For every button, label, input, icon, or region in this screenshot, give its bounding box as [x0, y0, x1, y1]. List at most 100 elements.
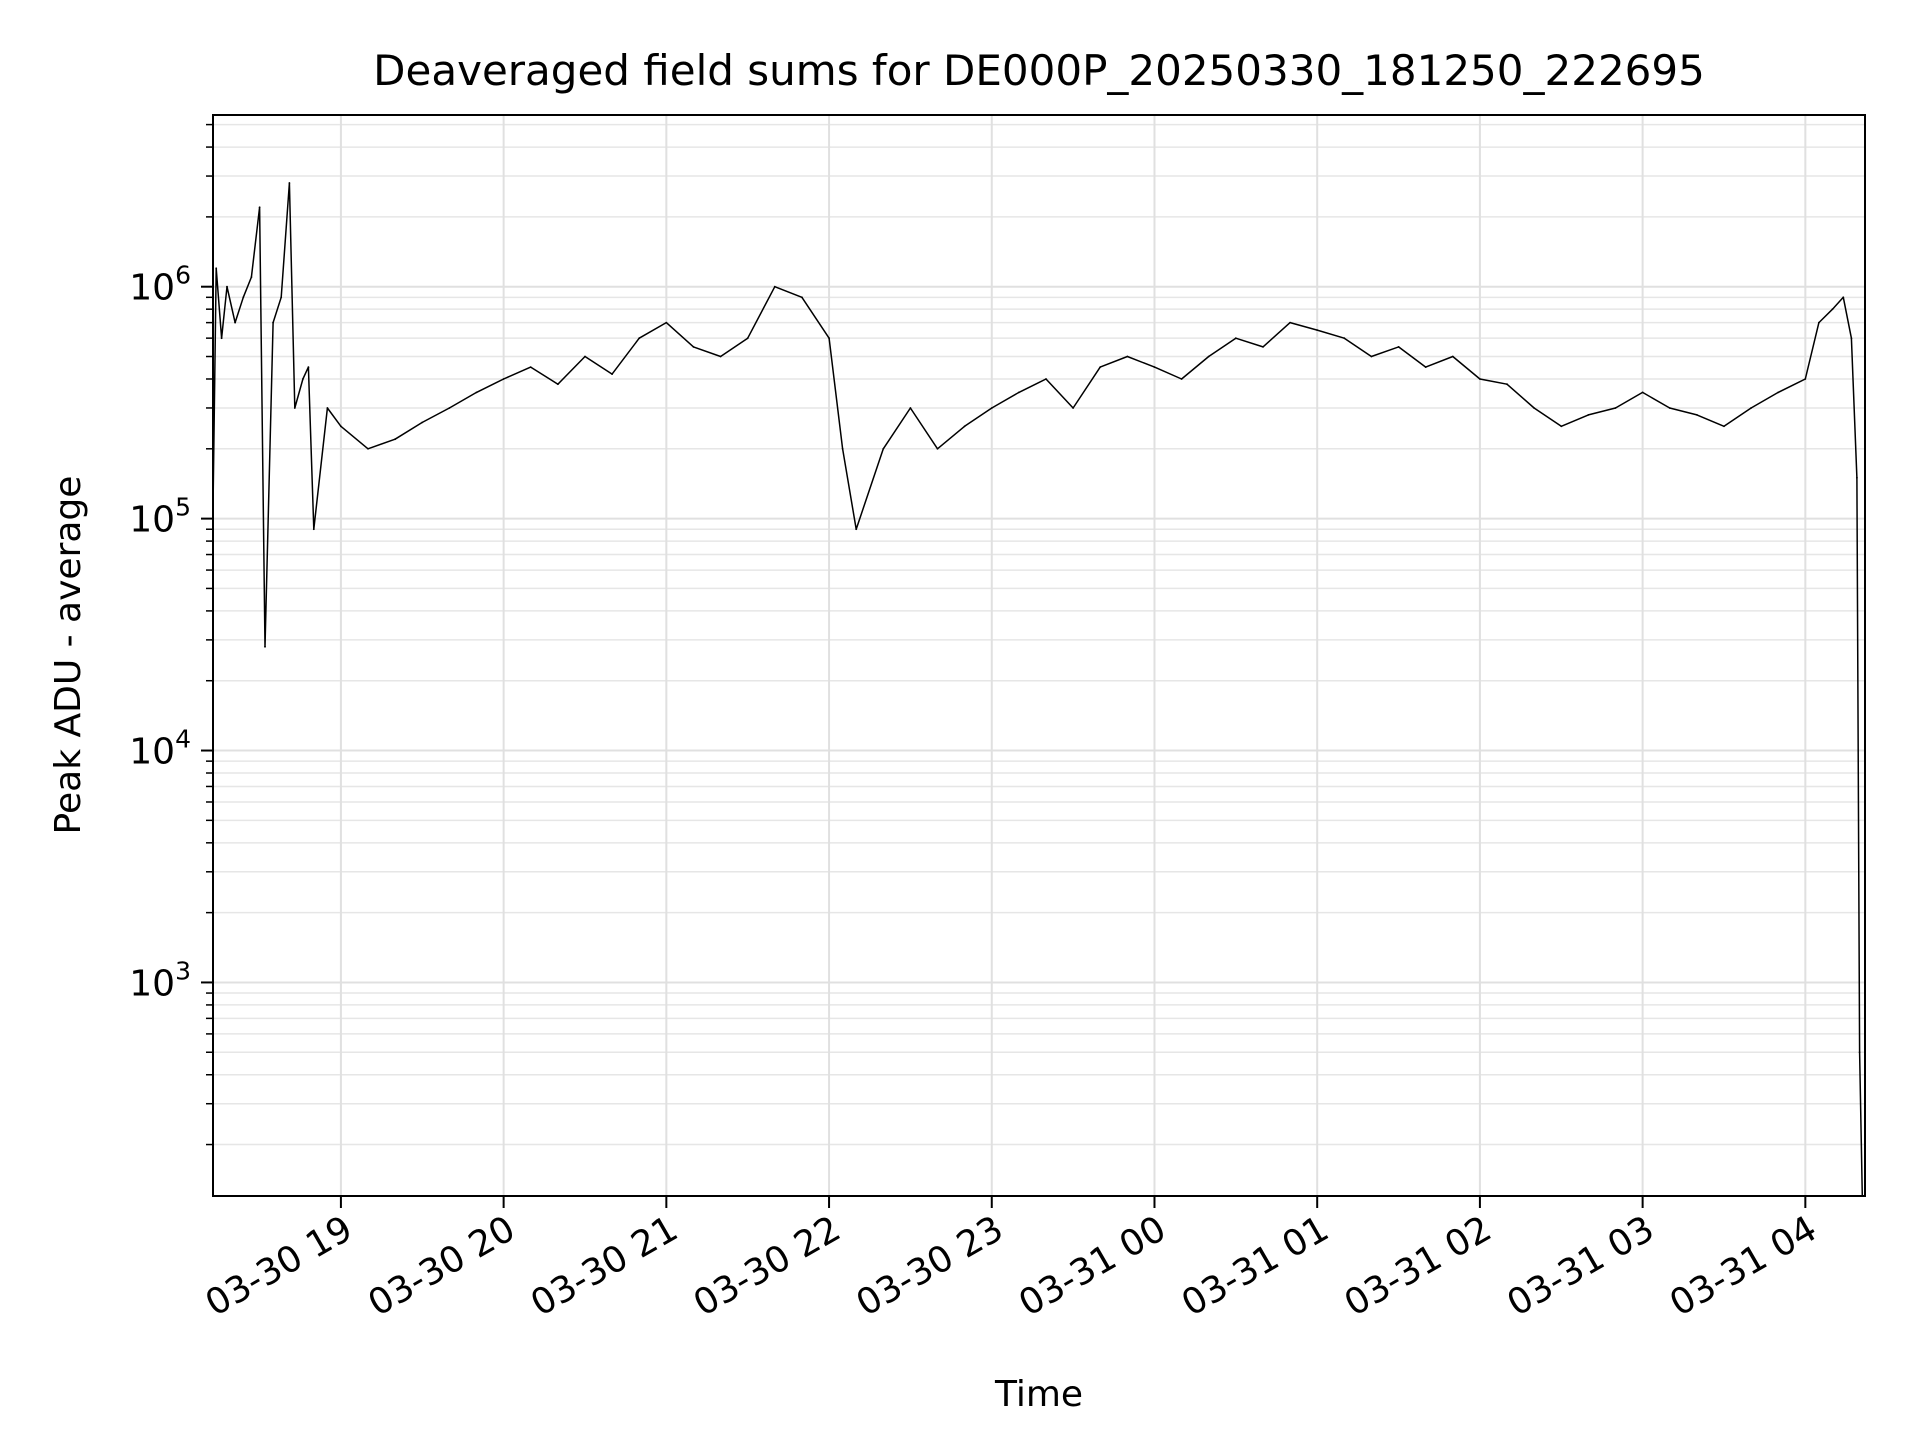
x-axis-label: Time: [994, 1374, 1083, 1415]
plot-area-frame: [212, 114, 1866, 1197]
data-point: [312, 528, 315, 531]
data-point: [1696, 414, 1698, 416]
data-point: [242, 296, 245, 299]
y-tick-label: 103: [129, 956, 191, 1004]
data-point: [1668, 407, 1671, 409]
data-point: [665, 321, 668, 324]
data-point: [1045, 378, 1047, 380]
y-tick-label-exponent: 6: [175, 261, 191, 290]
data-point: [367, 447, 369, 450]
data-point: [1289, 321, 1291, 324]
data-point: [801, 296, 803, 299]
y-tick-label-base: 10: [129, 268, 175, 309]
data-point: [1018, 391, 1020, 394]
data-point: [1397, 346, 1400, 348]
data-point: [828, 337, 830, 340]
data-point: [611, 373, 613, 375]
data-point: [1856, 476, 1858, 479]
data-point: [394, 438, 396, 441]
data-point: [841, 447, 844, 450]
data-point: [1451, 355, 1454, 358]
data-point: [1614, 407, 1617, 409]
data-point: [1777, 391, 1780, 394]
data-point: [584, 355, 586, 358]
data-point: [307, 366, 310, 368]
data-point: [502, 378, 505, 380]
data-point: [1126, 355, 1129, 358]
data-point: [1560, 425, 1563, 428]
data-point: [340, 425, 342, 428]
chart-title: Deaveraged field sums for DE000P_2025033…: [373, 46, 1705, 95]
data-point: [963, 425, 966, 428]
data-point: [1479, 378, 1481, 380]
data-point: [475, 391, 478, 394]
data-point: [250, 276, 253, 278]
data-point: [1850, 337, 1853, 340]
data-point: [1587, 414, 1590, 416]
data-point: [215, 267, 218, 270]
data-point: [719, 355, 722, 358]
data-point: [909, 407, 912, 409]
data-point: [855, 528, 858, 531]
data-point: [773, 285, 776, 288]
data-point: [272, 321, 274, 324]
data-point: [1750, 407, 1752, 409]
data-point: [288, 182, 291, 184]
data-point: [1072, 407, 1074, 409]
data-point: [638, 337, 641, 340]
data-point: [264, 645, 266, 648]
data-point: [1842, 296, 1845, 299]
data-point: [1723, 425, 1725, 428]
data-point: [1153, 366, 1156, 368]
data-point: [882, 447, 885, 450]
data-point: [258, 206, 261, 209]
series-line: [212, 182, 1864, 1197]
y-axis-label: Peak ADU - average: [48, 476, 89, 835]
y-tick-label-base: 10: [129, 732, 175, 773]
data-point: [280, 296, 283, 299]
data-point: [1533, 407, 1535, 409]
data-point: [421, 421, 424, 424]
data-point: [990, 407, 993, 409]
data-point: [1099, 366, 1102, 368]
data-point: [1180, 378, 1183, 380]
data-point: [326, 407, 329, 409]
y-tick-label: 105: [129, 493, 191, 541]
data-point: [226, 285, 228, 288]
data-point: [1262, 346, 1264, 348]
data-point: [302, 378, 304, 380]
data-point: [1818, 321, 1820, 324]
major-gridlines: [213, 115, 1865, 1196]
data-point: [1207, 355, 1210, 358]
y-tick-label-base: 10: [129, 500, 175, 541]
y-tick-label-exponent: 5: [175, 493, 191, 522]
data-point: [1424, 366, 1427, 368]
y-tick-label-exponent: 3: [175, 956, 191, 985]
data-point: [557, 383, 559, 386]
data-point: [746, 337, 749, 340]
y-tick-label-exponent: 4: [175, 725, 191, 754]
data-point: [1316, 329, 1319, 331]
data-point: [448, 407, 451, 409]
y-tick-label: 106: [129, 261, 191, 309]
y-tick-label-base: 10: [129, 963, 175, 1004]
data-point: [529, 366, 532, 368]
data-point: [220, 337, 223, 340]
data-point: [1506, 383, 1508, 386]
data-point: [936, 447, 939, 450]
y-tick-label: 104: [129, 725, 191, 773]
minor-gridlines: [213, 123, 1865, 1146]
data-point: [1343, 337, 1346, 340]
data-point: [234, 321, 237, 324]
data-point: [1234, 337, 1237, 340]
series-layer: [212, 182, 1864, 1197]
data-point: [293, 407, 296, 409]
data-point: [692, 346, 695, 348]
data-point: [1641, 391, 1644, 394]
data-point: [1858, 1051, 1861, 1054]
data-point: [1370, 355, 1373, 358]
data-point: [1804, 378, 1807, 380]
